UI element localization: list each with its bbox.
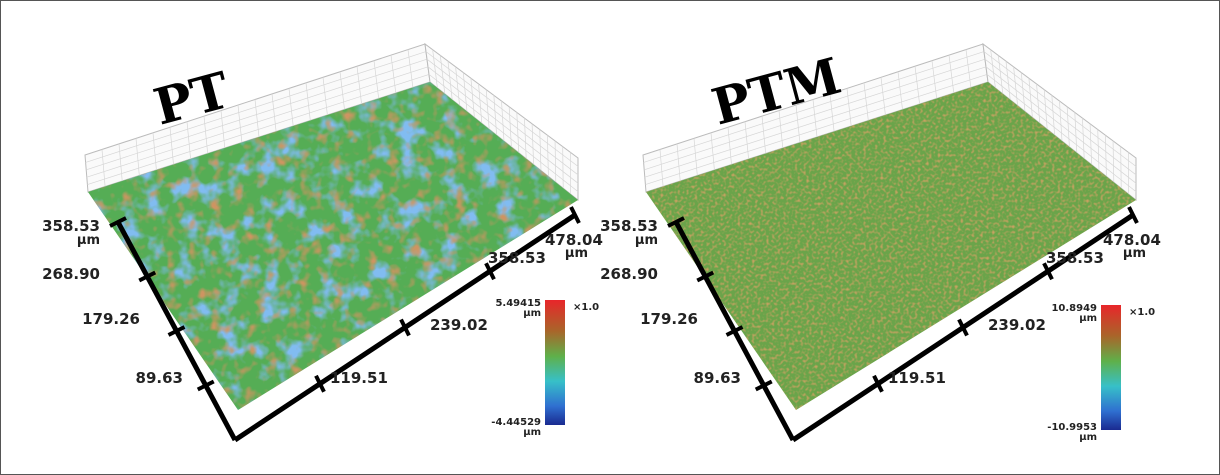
colorbar [1101, 305, 1121, 430]
y-tick-label: 179.26 [82, 310, 140, 328]
colorbar-scale: ×1.0 [1129, 307, 1155, 318]
x-unit: µm [1123, 246, 1146, 261]
y-tick-label: 268.90 [42, 265, 100, 283]
x-tick-label: 358.53 [1046, 249, 1104, 267]
y-unit: µm [635, 233, 658, 248]
x-unit: µm [565, 246, 588, 261]
colorbar-max-unit: µm [523, 308, 541, 319]
y-tick-label: 89.63 [136, 369, 183, 387]
surface-panel: 119.5189.63239.02179.26358.53268.90478.0… [600, 44, 1161, 443]
colorbar-max-unit: µm [1079, 313, 1097, 324]
x-tick-label: 119.51 [888, 369, 946, 387]
surface-panel: 119.5189.63239.02179.26358.53268.90478.0… [42, 44, 603, 440]
box-grid [563, 147, 564, 189]
colorbar [545, 300, 565, 425]
y-tick-label: 179.26 [640, 310, 698, 328]
y-unit: µm [77, 233, 100, 248]
colorbar-min-unit: µm [523, 427, 541, 438]
figure: 119.5189.63239.02179.26358.53268.90478.0… [0, 0, 1220, 475]
colorbar-min-unit: µm [1079, 432, 1097, 443]
colorbar-scale: ×1.0 [573, 302, 599, 313]
x-tick-label: 239.02 [430, 316, 488, 334]
y-tick-label: 89.63 [694, 369, 741, 387]
x-tick-label: 358.53 [488, 249, 546, 267]
x-tick-label: 239.02 [988, 316, 1046, 334]
y-tick-label: 268.90 [600, 265, 658, 283]
x-tick-label: 119.51 [330, 369, 388, 387]
